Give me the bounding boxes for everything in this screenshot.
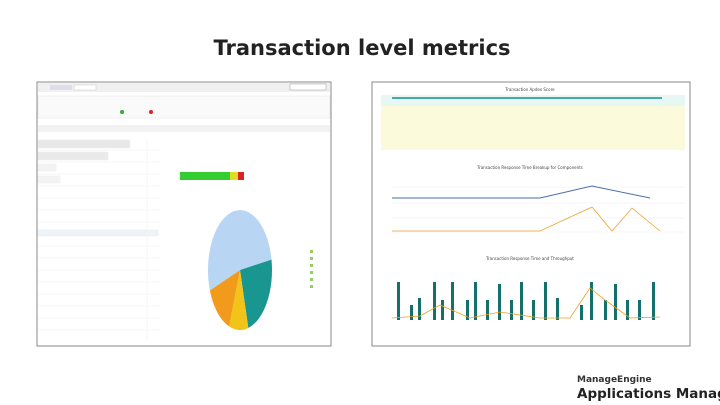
pie-chart [207, 210, 272, 331]
chart-title: Transaction Apdex Score [504, 87, 555, 92]
dropdown [289, 83, 327, 91]
tab [73, 84, 97, 91]
pie-slice [240, 259, 272, 328]
chart-title: Transaction Response Time Breakup for Co… [476, 165, 583, 170]
chart-title: Transaction Response Time and Throughput [485, 256, 574, 261]
pie-slice [229, 270, 249, 331]
summary-row [37, 95, 331, 119]
pie-slice [207, 210, 272, 291]
right-screenshot: Transaction Apdex Score Transaction Resp… [371, 81, 691, 347]
transaction-list [37, 138, 160, 340]
throughput-bars [397, 282, 655, 320]
product-name: Applications Manager [577, 386, 720, 402]
response-line [391, 287, 661, 319]
apdex-band [381, 95, 685, 106]
grid [392, 186, 685, 233]
progress-green [180, 172, 230, 180]
progress-yellow [230, 172, 238, 180]
progress-red [238, 172, 244, 180]
slide-title: Transaction level metrics [213, 36, 510, 60]
series-line [392, 185, 651, 199]
left-screenshot [36, 81, 332, 347]
pie-legend [310, 250, 313, 288]
series-line [392, 206, 661, 232]
left-frame [36, 81, 332, 347]
filter-row [38, 125, 330, 132]
tab [50, 85, 72, 90]
status-dot [149, 110, 153, 114]
apdex-band [381, 106, 685, 150]
pie-slice [209, 270, 240, 327]
status-dot [120, 110, 124, 114]
brand-name: ManageEngine [577, 375, 652, 385]
tab-bar [38, 83, 330, 92]
